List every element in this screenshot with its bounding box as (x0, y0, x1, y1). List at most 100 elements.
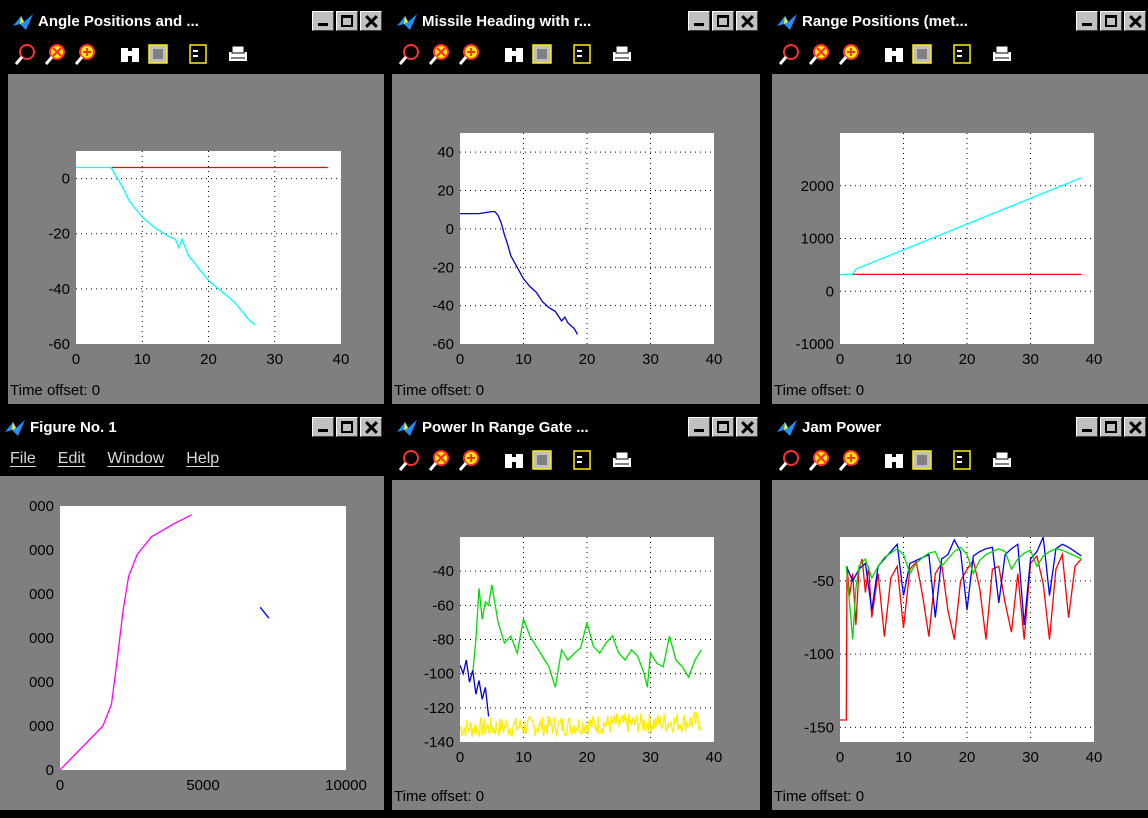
zoom-icon[interactable] (14, 42, 38, 66)
maximize-button[interactable] (1100, 417, 1122, 437)
y-tick-label: -140 (424, 734, 454, 751)
figure-toolbar (772, 36, 1148, 74)
menu-item-file[interactable]: File (10, 450, 36, 467)
series-line-1 (840, 177, 1082, 276)
close-button[interactable] (736, 11, 758, 31)
series-line-1 (845, 537, 1082, 625)
legend-icon[interactable] (570, 42, 594, 66)
zoom-in-icon[interactable] (808, 448, 832, 472)
title-bar[interactable]: Missile Heading with r... (392, 8, 760, 36)
legend-icon[interactable] (570, 448, 594, 472)
series-line-1 (259, 606, 270, 619)
title-bar[interactable]: Figure No. 1 (0, 414, 384, 442)
x-tick-label: 5000 (186, 777, 219, 794)
legend-icon[interactable] (950, 42, 974, 66)
minimize-button[interactable] (312, 417, 334, 437)
zoom-out-icon[interactable] (838, 42, 862, 66)
y-tick-label: 1000 (801, 231, 834, 248)
minimize-button[interactable] (688, 417, 710, 437)
axes-icon[interactable] (530, 448, 554, 472)
maximize-button[interactable] (1100, 11, 1122, 31)
close-button[interactable] (360, 417, 382, 437)
binoculars-icon[interactable] (882, 448, 906, 472)
binoculars-icon[interactable] (502, 448, 526, 472)
y-tick-label: -20 (48, 226, 70, 243)
window-range-positions[interactable]: Range Positions (met... Time offset: 0 0 10… (772, 8, 1148, 404)
window-missile-heading[interactable]: Missile Heading with r... Time offset: 0 0… (392, 8, 760, 404)
zoom-in-icon[interactable] (44, 42, 68, 66)
title-bar[interactable]: Power In Range Gate ... (392, 414, 760, 442)
print-icon[interactable] (610, 42, 634, 66)
minimize-button[interactable] (1076, 417, 1098, 437)
binoculars-icon[interactable] (882, 42, 906, 66)
window-title: Power In Range Gate ... (422, 419, 589, 436)
window-figure-no-1[interactable]: Figure No. 1 File Edit Window Help 0 5000 10000… (0, 414, 384, 810)
minimize-button[interactable] (312, 11, 334, 31)
series-line-0 (472, 584, 702, 688)
x-tick-label: 0 (456, 749, 464, 766)
maximize-button[interactable] (336, 417, 358, 437)
window-angle-positions[interactable]: Angle Positions and ... Time offset: 0 0 10… (8, 8, 384, 404)
maximize-button[interactable] (712, 417, 734, 437)
zoom-out-icon[interactable] (838, 448, 862, 472)
y-tick-label: 000 (29, 674, 54, 691)
minimize-button[interactable] (688, 11, 710, 31)
y-tick-label: 000 (29, 718, 54, 735)
binoculars-icon[interactable] (502, 42, 526, 66)
menu-item-window[interactable]: Window (107, 450, 165, 467)
time-offset-label: Time offset: 0 (394, 382, 485, 399)
matlab-logo-icon (397, 14, 417, 30)
legend-icon[interactable] (186, 42, 210, 66)
zoom-in-icon[interactable] (428, 448, 452, 472)
x-tick-label: 40 (706, 351, 723, 368)
title-bar[interactable]: Jam Power (772, 414, 1148, 442)
menu-item-edit[interactable]: Edit (57, 450, 86, 467)
print-icon[interactable] (990, 42, 1014, 66)
minimize-button[interactable] (1076, 11, 1098, 31)
close-button[interactable] (736, 417, 758, 437)
print-icon[interactable] (226, 42, 250, 66)
close-button[interactable] (1124, 417, 1146, 437)
y-tick-label: 000 (29, 630, 54, 647)
y-tick-label: -50 (812, 573, 834, 590)
title-bar[interactable]: Range Positions (met... (772, 8, 1148, 36)
zoom-out-icon[interactable] (458, 448, 482, 472)
zoom-out-icon[interactable] (458, 42, 482, 66)
y-tick-label: -20 (432, 259, 454, 276)
matlab-logo-icon (777, 14, 797, 30)
zoom-icon[interactable] (778, 42, 802, 66)
zoom-out-icon[interactable] (74, 42, 98, 66)
maximize-button[interactable] (336, 11, 358, 31)
print-icon[interactable] (610, 448, 634, 472)
zoom-icon[interactable] (778, 448, 802, 472)
axes-icon[interactable] (530, 42, 554, 66)
axes-icon[interactable] (910, 42, 934, 66)
zoom-in-icon[interactable] (808, 42, 832, 66)
y-tick-label: -40 (48, 281, 70, 298)
close-button[interactable] (360, 11, 382, 31)
window-power-in-range-gate[interactable]: Power In Range Gate ... Time offset: 0 0 10… (392, 414, 760, 810)
zoom-in-icon[interactable] (428, 42, 452, 66)
axes-icon[interactable] (146, 42, 170, 66)
plot-area[interactable] (60, 506, 346, 770)
y-tick-label: 0 (62, 171, 70, 188)
series-line-1 (460, 659, 490, 717)
print-icon[interactable] (990, 448, 1014, 472)
menu-item-help[interactable]: Help (186, 450, 220, 467)
zoom-icon[interactable] (398, 448, 422, 472)
legend-icon[interactable] (950, 448, 974, 472)
maximize-button[interactable] (712, 11, 734, 31)
binoculars-icon[interactable] (118, 42, 142, 66)
window-jam-power[interactable]: Jam Power Time offset: 0 0 10 20 30 40 -150 -100… (772, 414, 1148, 810)
title-bar[interactable]: Angle Positions and ... (8, 8, 384, 36)
time-offset-label: Time offset: 0 (774, 382, 865, 399)
y-tick-label: -40 (432, 563, 454, 580)
y-tick-label: 40 (437, 144, 454, 161)
y-tick-label: -80 (432, 632, 454, 649)
zoom-icon[interactable] (398, 42, 422, 66)
figure-toolbar (772, 442, 1148, 480)
chart-svg: 0 10 20 30 40 -60 -40 -20 0 20 40 (432, 133, 723, 368)
close-button[interactable] (1124, 11, 1146, 31)
axes-icon[interactable] (910, 448, 934, 472)
y-tick-label: -150 (804, 719, 834, 736)
